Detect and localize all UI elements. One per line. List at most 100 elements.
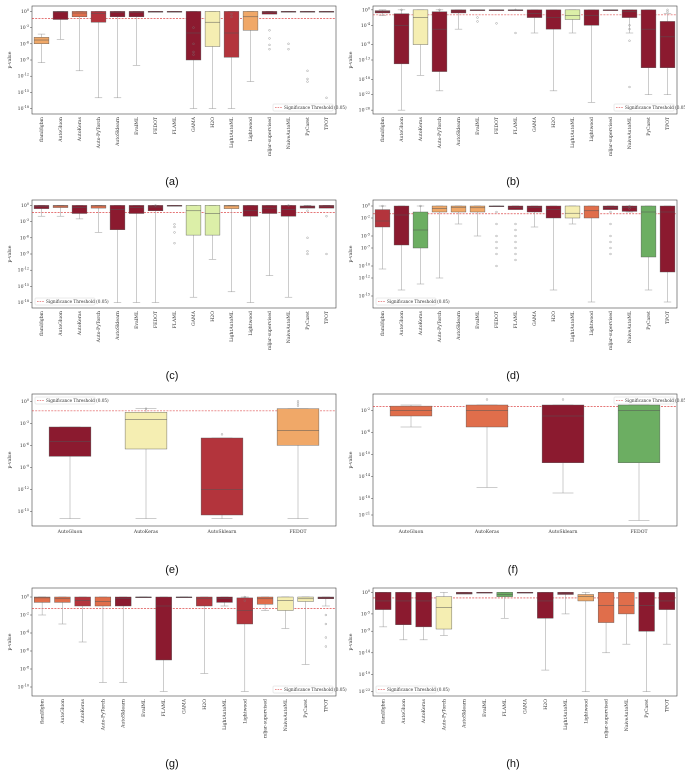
y-axis-label: p-value — [348, 633, 354, 650]
outlier-point — [324, 622, 327, 626]
outlier-point — [609, 246, 612, 250]
box — [469, 205, 486, 213]
x-tick-label: LightAutoML — [229, 117, 235, 148]
y-tick-label: 10-13 — [359, 57, 370, 64]
outlier-point — [287, 42, 290, 45]
x-tick-label: TPOT — [664, 698, 670, 712]
x-tick-label: NaiveAutoML — [283, 699, 289, 731]
y-tick-label: 10-12 — [18, 73, 29, 80]
box — [223, 11, 240, 58]
box — [90, 205, 107, 209]
outlier-point — [154, 204, 157, 207]
outlier-point — [306, 252, 309, 256]
y-tick-exponent: -10 — [365, 451, 370, 455]
x-tick-label: AutoKeras — [80, 698, 86, 724]
y-tick-label: 10-26 — [359, 107, 370, 114]
outlier-point — [514, 246, 517, 250]
y-tick-exponent: -9 — [26, 251, 29, 255]
box — [297, 596, 314, 602]
y-tick-label: 10-5 — [361, 610, 370, 617]
legend-box — [375, 297, 437, 306]
box — [52, 11, 69, 20]
panel-label: (a) — [165, 176, 179, 188]
outlier-point — [243, 599, 246, 602]
box — [412, 9, 429, 45]
outlier-point — [628, 28, 631, 31]
y-tick-exponent: -14 — [365, 473, 370, 477]
outlier-point — [495, 252, 498, 256]
x-tick-label: TPOT — [665, 116, 671, 130]
y-tick-label: 10-18 — [18, 299, 29, 306]
outlier-point — [287, 204, 290, 207]
y-tick-exponent: -9 — [26, 57, 29, 61]
x-tick-label: PyCaret — [646, 311, 652, 330]
box — [223, 205, 240, 209]
x-tick-label: FEDOT — [494, 310, 500, 328]
box — [196, 596, 213, 607]
y-tick-exponent: -7 — [367, 245, 370, 249]
x-tick-label: H2O — [202, 699, 208, 710]
y-tick-exponent: 0 — [368, 6, 370, 10]
box — [128, 11, 145, 17]
outlier-point — [400, 8, 403, 11]
y-tick-label: 100 — [21, 8, 29, 15]
legend-label: Significance Threshold (0.05) — [387, 687, 450, 692]
outlier-point — [485, 398, 489, 401]
y-tick-exponent: -14 — [365, 649, 370, 653]
panel-label: (d) — [506, 370, 520, 382]
legend-box — [34, 297, 96, 306]
outlier-point — [173, 242, 176, 245]
outlier-point — [609, 234, 612, 238]
x-tick-label: FLAML — [502, 699, 508, 716]
x-tick-label: NaiveAutoML — [286, 117, 292, 149]
y-tick-label: 10-6 — [20, 40, 29, 47]
outlier-point — [306, 250, 309, 253]
y-tick-label: 10-18 — [359, 495, 370, 502]
y-tick-label: 10-6 — [20, 234, 29, 241]
box — [621, 205, 638, 212]
chart-svg: 100 10-2 10-5 10-7 10-10 10-12 10-15 p-value fla… — [348, 199, 678, 350]
box — [541, 404, 585, 463]
x-tick-label: H2O — [551, 117, 557, 128]
x-tick-label: EvalML — [475, 311, 481, 329]
box — [280, 205, 297, 217]
x-tick-label: AutoGluon — [399, 117, 405, 143]
outlier-point — [268, 43, 271, 46]
y-tick-exponent: -9 — [367, 41, 370, 45]
outlier-point — [495, 222, 498, 226]
y-tick-label: 10-6 — [361, 429, 370, 436]
outlier-point — [268, 29, 271, 32]
x-tick-label: flaml/lgbm — [380, 310, 386, 336]
outlier-point — [296, 404, 300, 407]
legend-label: Significance Threshold (0.05) — [625, 105, 685, 110]
x-tick-label: FEDOT — [153, 116, 159, 134]
outlier-point — [296, 400, 300, 403]
x-tick-label: H2O — [543, 699, 549, 710]
outlier-point — [628, 204, 631, 208]
x-tick-label: mljar-supervised — [608, 311, 614, 350]
x-tick-label: EvalML — [134, 117, 140, 135]
box — [200, 437, 244, 516]
y-tick-exponent: 0 — [27, 398, 29, 402]
x-tick-label: EvalML — [141, 699, 147, 717]
y-tick-exponent: -2 — [26, 612, 29, 616]
y-tick-label: 10-10 — [359, 263, 370, 270]
box — [216, 596, 233, 603]
y-tick-label: 10-21 — [359, 512, 370, 519]
box — [564, 9, 581, 20]
y-tick-exponent: -15 — [24, 283, 29, 287]
outlier-point — [476, 16, 479, 19]
panel-label: (c) — [165, 370, 179, 382]
box — [507, 205, 524, 210]
y-tick-exponent: 0 — [27, 8, 29, 12]
y-tick-label: 10-9 — [361, 628, 370, 635]
x-tick-label: AutoKeras — [474, 529, 500, 535]
outlier-point — [628, 207, 631, 210]
x-tick-label: NaiveAutoML — [627, 117, 633, 149]
outlier-point — [230, 15, 233, 18]
chart-panel: 100 10-2 10-5 10-7 10-10 10-12 10-15 p-value fla… — [343, 196, 683, 386]
y-tick-exponent: -10 — [365, 263, 370, 267]
x-tick-label: FLAML — [513, 311, 519, 328]
y-tick-label: 10-12 — [18, 486, 29, 493]
y-axis-label: p-value — [7, 451, 13, 468]
